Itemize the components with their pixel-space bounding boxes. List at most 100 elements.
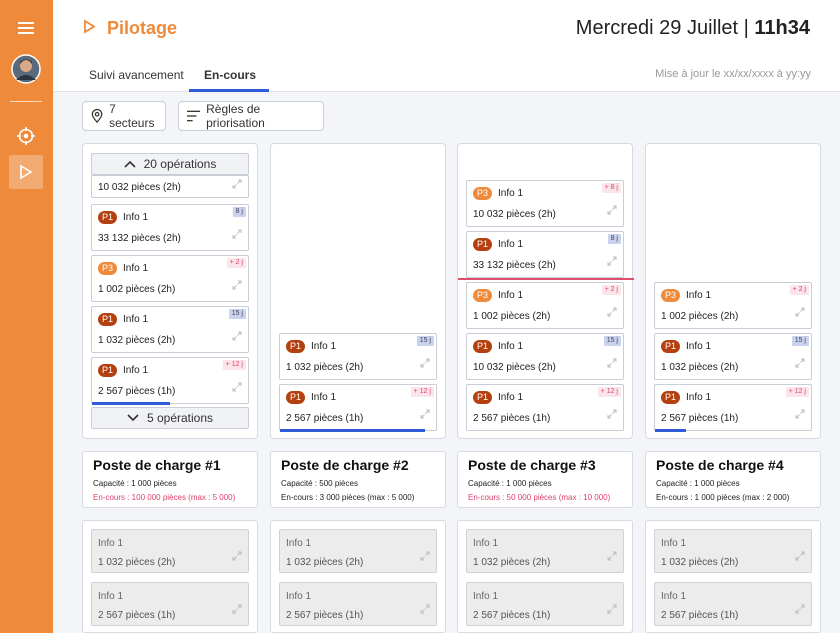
work-station-card[interactable]: Poste de charge #3 Capacité : 1 000 pièce… <box>457 451 633 508</box>
expand-icon[interactable] <box>420 406 430 424</box>
header: Pilotage Mercredi 29 Juillet | 11h34 Sui… <box>53 0 840 92</box>
work-station-title: Poste de charge #1 <box>93 457 221 473</box>
card-info: Info 1 <box>123 263 149 274</box>
work-station-card[interactable]: Poste de charge #1 Capacité : 1 000 pièce… <box>82 451 258 508</box>
priority-badge: P3 <box>473 187 493 200</box>
capacity-limit-line <box>458 278 634 280</box>
queue-column-1: Info 1 1 032 pièces (2h) Info 1 2 567 pièce… <box>82 520 258 633</box>
menu-icon[interactable] <box>9 11 43 45</box>
work-station-encours: En-cours : 3 000 pièces (max : 5 000) <box>281 493 415 502</box>
card-header: P1 Info 1 <box>661 340 711 353</box>
operation-card[interactable]: P1 Info 1 33 132 pièces (2h) 8 j <box>466 231 624 278</box>
delay-tag: 8 j <box>607 234 621 244</box>
card-quantity: 1 032 pièces (2h) <box>98 557 176 568</box>
sidebar-divider <box>10 101 42 102</box>
operations-column-3: P3 Info 1 10 032 pièces (2h) + 8 j P1 Info 1 3… <box>457 143 634 439</box>
expand-icon[interactable] <box>607 601 617 619</box>
avatar[interactable] <box>9 52 43 86</box>
work-station-capacity: Capacité : 1 000 pièces <box>93 479 177 488</box>
card-info: Info 1 <box>473 538 499 549</box>
collapse-operations-button[interactable]: 20 opérations <box>91 153 249 175</box>
card-quantity: 2 567 pièces (1h) <box>473 413 551 424</box>
expand-icon[interactable] <box>795 548 805 566</box>
queued-operation-card[interactable]: Info 1 2 567 pièces (1h) <box>466 582 624 626</box>
operation-card[interactable]: P1 Info 1 1 032 pièces (2h) 15 j <box>91 306 249 353</box>
priority-rules-button[interactable]: Règles de priorisation <box>178 101 324 131</box>
location-pin-icon <box>91 108 103 123</box>
expand-icon[interactable] <box>607 355 617 373</box>
operation-card[interactable]: P3 Info 1 1 002 pièces (2h) + 2 j <box>466 282 624 329</box>
expand-icon[interactable] <box>795 406 805 424</box>
card-header: P1 Info 1 <box>473 391 523 404</box>
operation-card[interactable]: P1 Info 1 2 567 pièces (1h) + 12 j <box>279 384 437 432</box>
expand-icon[interactable] <box>232 226 242 244</box>
card-quantity: 2 567 pièces (1h) <box>661 610 739 621</box>
expand-icon[interactable] <box>232 176 242 194</box>
work-station-card[interactable]: Poste de charge #4 Capacité : 1 000 pièce… <box>645 451 821 508</box>
card-header: P3 Info 1 <box>473 187 523 200</box>
expand-icon[interactable] <box>607 253 617 271</box>
queued-operation-card[interactable]: Info 1 1 032 pièces (2h) <box>91 529 249 573</box>
expand-icon[interactable] <box>232 548 242 566</box>
expand-icon[interactable] <box>795 601 805 619</box>
priority-badge: P3 <box>98 262 118 275</box>
card-quantity: 1 002 pièces (2h) <box>98 284 176 295</box>
operation-card[interactable]: P3 Info 1 1 002 pièces (2h) + 2 j <box>654 282 812 329</box>
operations-column-1: 20 opérations 10 032 pièces (2h) P1 Info 1 3… <box>82 143 258 439</box>
queued-operation-card[interactable]: Info 1 1 032 pièces (2h) <box>279 529 437 573</box>
work-station-capacity: Capacité : 500 pièces <box>281 479 358 488</box>
expand-icon[interactable] <box>607 202 617 220</box>
expand-icon[interactable] <box>420 601 430 619</box>
expand-icon[interactable] <box>607 304 617 322</box>
queued-operation-card[interactable]: Info 1 2 567 pièces (1h) <box>279 582 437 626</box>
operation-card[interactable]: P1 Info 1 2 567 pièces (1h) + 12 j <box>466 384 624 431</box>
operation-card[interactable]: P1 Info 1 33 132 pièces (2h) 8 j <box>91 204 249 251</box>
play-icon[interactable] <box>9 155 43 189</box>
expand-icon[interactable] <box>607 406 617 424</box>
sectors-filter-button[interactable]: 7 secteurs <box>82 101 166 131</box>
work-station-capacity: Capacité : 1 000 pièces <box>468 479 552 488</box>
operation-card[interactable]: P1 Info 1 1 032 pièces (2h) 15 j <box>279 333 437 380</box>
card-header: P1 Info 1 <box>286 340 336 353</box>
expand-icon[interactable] <box>420 355 430 373</box>
work-station-card[interactable]: Poste de charge #2 Capacité : 500 pièces E… <box>270 451 446 508</box>
priority-badge: P1 <box>473 391 493 404</box>
operation-card[interactable]: P1 Info 1 2 567 pièces (1h) + 12 j <box>91 357 249 405</box>
expand-icon[interactable] <box>232 601 242 619</box>
card-quantity: 33 132 pièces (2h) <box>473 260 556 271</box>
expand-icon[interactable] <box>795 304 805 322</box>
expand-icon[interactable] <box>607 548 617 566</box>
expand-icon[interactable] <box>232 379 242 397</box>
operation-card[interactable]: P1 Info 1 2 567 pièces (1h) + 12 j <box>654 384 812 432</box>
operations-column-4: P3 Info 1 1 002 pièces (2h) + 2 j P1 Info 1 1 … <box>645 143 821 439</box>
expand-operations-button[interactable]: 5 opérations <box>91 407 249 429</box>
delay-tag: + 2 j <box>789 285 809 295</box>
operation-card[interactable]: P3 Info 1 1 002 pièces (2h) + 2 j <box>91 255 249 302</box>
operation-card[interactable]: P3 Info 1 10 032 pièces (2h) + 8 j <box>466 180 624 227</box>
last-update-text: Mise à jour le xx/xx/xxxx à yy:yy <box>655 68 811 80</box>
expand-icon[interactable] <box>232 328 242 346</box>
priority-badge: P1 <box>661 340 681 353</box>
card-info: Info 1 <box>498 341 524 352</box>
operation-card[interactable]: P1 Info 1 1 032 pièces (2h) 15 j <box>654 333 812 380</box>
tab-en-cours[interactable]: En-cours <box>204 68 257 82</box>
tab-suivi-avancement[interactable]: Suivi avancement <box>89 68 184 82</box>
queued-operation-card[interactable]: Info 1 1 032 pièces (2h) <box>466 529 624 573</box>
priority-badge: P1 <box>661 391 681 404</box>
priority-badge: P1 <box>286 391 306 404</box>
work-station-title: Poste de charge #4 <box>656 457 784 473</box>
card-quantity: 33 132 pièces (2h) <box>98 233 181 244</box>
expand-icon[interactable] <box>795 355 805 373</box>
work-station-capacity: Capacité : 1 000 pièces <box>656 479 740 488</box>
priority-badge: P1 <box>98 364 118 377</box>
queued-operation-card[interactable]: Info 1 1 032 pièces (2h) <box>654 529 812 573</box>
target-icon[interactable] <box>9 119 43 153</box>
summary-card[interactable]: 10 032 pièces (2h) <box>91 175 249 198</box>
operation-card[interactable]: P1 Info 1 10 032 pièces (2h) 15 j <box>466 333 624 380</box>
queued-operation-card[interactable]: Info 1 2 567 pièces (1h) <box>654 582 812 626</box>
expand-icon[interactable] <box>232 277 242 295</box>
expand-icon[interactable] <box>420 548 430 566</box>
queued-operation-card[interactable]: Info 1 2 567 pièces (1h) <box>91 582 249 626</box>
card-quantity: 10 032 pièces (2h) <box>473 209 556 220</box>
sidebar <box>0 0 53 633</box>
